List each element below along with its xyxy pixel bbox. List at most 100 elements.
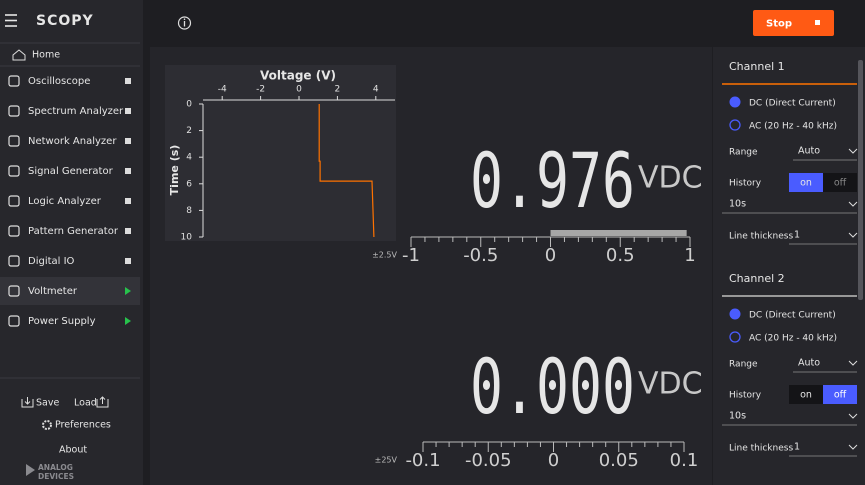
range-label: ±25V bbox=[375, 456, 398, 465]
toggle-label: on bbox=[800, 178, 812, 189]
radio-selected[interactable] bbox=[729, 96, 741, 108]
radio-selected[interactable] bbox=[729, 308, 741, 320]
x-tick-label: 0 bbox=[296, 85, 302, 95]
setting-label: History bbox=[729, 391, 762, 401]
dropdown-value[interactable]: 10s bbox=[729, 411, 746, 422]
dropdown-value[interactable]: Auto bbox=[798, 358, 820, 369]
scale-tick-label: -0.5 bbox=[463, 245, 498, 266]
home-link[interactable]: Home bbox=[32, 50, 60, 61]
sidebar-item[interactable]: Logic Analyzer bbox=[28, 196, 102, 207]
setting-label: Line thickness bbox=[729, 444, 793, 454]
coupling-option[interactable]: DC (Direct Current) bbox=[749, 311, 836, 321]
y-tick-label: 6 bbox=[186, 179, 192, 189]
stop-icon bbox=[815, 20, 820, 25]
scale-tick-label: -1 bbox=[402, 245, 420, 266]
scale-tick-label: 1 bbox=[684, 245, 695, 266]
channel-title: Channel 2 bbox=[729, 272, 785, 285]
stop-button[interactable] bbox=[753, 10, 834, 36]
scale-tick-label: -0.1 bbox=[405, 450, 440, 471]
unit: VDC bbox=[638, 367, 703, 402]
y-tick-label: 2 bbox=[186, 126, 192, 136]
dropdown-chevron bbox=[848, 444, 858, 450]
x-tick-label: -4 bbox=[218, 85, 227, 95]
about-button[interactable]: About bbox=[59, 445, 87, 456]
scale-tick-label: 0.1 bbox=[670, 450, 699, 471]
sidebar-item[interactable]: Digital IO bbox=[28, 256, 75, 267]
y-tick-label: 10 bbox=[181, 233, 193, 243]
sidebar-item[interactable]: Oscilloscope bbox=[28, 76, 90, 87]
coupling-option[interactable]: AC (20 Hz - 40 kHz) bbox=[749, 334, 837, 344]
unit: VDC bbox=[638, 161, 703, 196]
item-icon bbox=[8, 195, 20, 207]
dropdown-chevron bbox=[848, 148, 858, 154]
stop-label: Stop bbox=[766, 19, 792, 30]
sidebar-item[interactable]: Signal Generator bbox=[28, 166, 114, 177]
radio[interactable] bbox=[729, 119, 741, 131]
stop-indicator bbox=[125, 78, 131, 84]
reading: 0.000 bbox=[470, 342, 635, 431]
scale-tick-label: 0.05 bbox=[599, 450, 639, 471]
preferences-button[interactable]: Preferences bbox=[55, 420, 111, 431]
brand-logo bbox=[26, 464, 35, 476]
item-icon bbox=[8, 315, 20, 327]
toggle-label: off bbox=[834, 178, 847, 189]
history-plot-bg bbox=[165, 65, 396, 241]
toggle-label: off bbox=[834, 390, 847, 401]
setting-label: Range bbox=[729, 360, 758, 370]
scale-tick-label: 0.5 bbox=[606, 245, 635, 266]
scrollbar[interactable] bbox=[858, 60, 863, 300]
stop-indicator bbox=[125, 198, 131, 204]
dropdown-chevron bbox=[848, 360, 858, 366]
y-tick-label: 0 bbox=[186, 100, 192, 110]
load-button[interactable]: Load bbox=[74, 398, 97, 409]
setting-label: Range bbox=[729, 148, 758, 158]
scale-tick-label: -0.05 bbox=[465, 450, 512, 471]
dropdown-value[interactable]: 1 bbox=[794, 230, 800, 241]
scale-tick-label: 0 bbox=[548, 450, 559, 471]
save-icon bbox=[21, 397, 34, 408]
sidebar-item[interactable]: Power Supply bbox=[28, 316, 96, 327]
brand-text: DEVICES bbox=[38, 472, 74, 481]
dropdown-value[interactable]: 1 bbox=[794, 442, 800, 453]
save-button[interactable]: Save bbox=[36, 398, 59, 409]
stop-indicator bbox=[125, 258, 131, 264]
y-tick-label: 8 bbox=[186, 206, 192, 216]
dropdown-value[interactable]: Auto bbox=[798, 146, 820, 157]
toggle-off[interactable] bbox=[823, 173, 857, 192]
dropdown-value[interactable]: 10s bbox=[729, 199, 746, 210]
app-name: SCOPY bbox=[36, 13, 94, 29]
sidebar: SCOPY Home Save Load Preferences About A… bbox=[0, 0, 143, 485]
x-tick-label: 2 bbox=[335, 85, 341, 95]
x-tick-label: 4 bbox=[373, 85, 379, 95]
active-item-bg bbox=[0, 277, 140, 305]
dropdown-chevron bbox=[848, 201, 858, 207]
reading: 0.976 bbox=[470, 136, 635, 225]
sidebar-bg bbox=[0, 0, 143, 485]
item-icon bbox=[8, 225, 20, 237]
coupling-option[interactable]: AC (20 Hz - 40 kHz) bbox=[749, 122, 837, 132]
sidebar-item[interactable]: Network Analyzer bbox=[28, 136, 117, 147]
sidebar-item[interactable]: Spectrum Analyzer bbox=[28, 106, 124, 117]
sidebar-item[interactable]: Pattern Generator bbox=[28, 226, 119, 237]
level-bar bbox=[550, 230, 687, 236]
run-indicator bbox=[125, 287, 131, 295]
stop-indicator bbox=[125, 168, 131, 174]
stop-indicator bbox=[125, 108, 131, 114]
toggle-off[interactable] bbox=[823, 385, 857, 404]
scale-tick-label: 0 bbox=[545, 245, 556, 266]
y-axis-label: Time (s) bbox=[168, 145, 181, 196]
settings-panel bbox=[713, 47, 865, 485]
info-glyph bbox=[183, 18, 186, 21]
info-button[interactable] bbox=[177, 16, 192, 30]
stop-indicator bbox=[125, 228, 131, 234]
coupling-option[interactable]: DC (Direct Current) bbox=[749, 99, 836, 109]
sidebar-item[interactable]: Voltmeter bbox=[28, 286, 78, 297]
item-icon bbox=[8, 255, 20, 267]
x-tick-label: -2 bbox=[256, 85, 265, 95]
toggle-on[interactable] bbox=[789, 385, 823, 404]
radio[interactable] bbox=[729, 331, 741, 343]
run-indicator bbox=[125, 317, 131, 325]
toggle-on[interactable] bbox=[789, 173, 823, 192]
menu-icon[interactable] bbox=[5, 14, 17, 27]
